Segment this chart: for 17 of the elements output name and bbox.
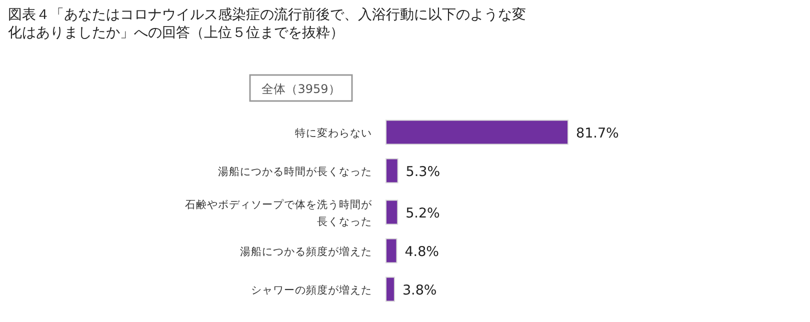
y-tick-label: 湯船につかる時間が長くなった xyxy=(218,164,372,178)
y-tick-label: 石鹸やボディソープで体を洗う時間が長くなった xyxy=(185,198,373,228)
y-tick-label: 特に変わらない xyxy=(295,126,372,140)
data-label: 5.3% xyxy=(406,164,440,180)
y-tick-label: シャワーの頻度が増えた xyxy=(251,283,372,296)
bar xyxy=(386,158,398,184)
data-label: 5.2% xyxy=(406,205,440,222)
y-tick-label: 湯船につかる頻度が増えた xyxy=(240,244,372,258)
data-label: 81.7% xyxy=(576,125,620,142)
data-label: 4.8% xyxy=(404,244,440,260)
chart-subtitle: 全体（3959） xyxy=(262,82,340,96)
bar xyxy=(386,200,398,225)
bar xyxy=(386,238,398,264)
data-label: 3.8% xyxy=(402,282,437,298)
text: 図表４「あなたはコロナウイルス感染症の流行前後で、入浴行動に以下のような変化はありましたか」への回答（上位５位までを抜粋） xyxy=(8,6,527,42)
bar xyxy=(386,276,395,302)
bar xyxy=(386,120,568,145)
